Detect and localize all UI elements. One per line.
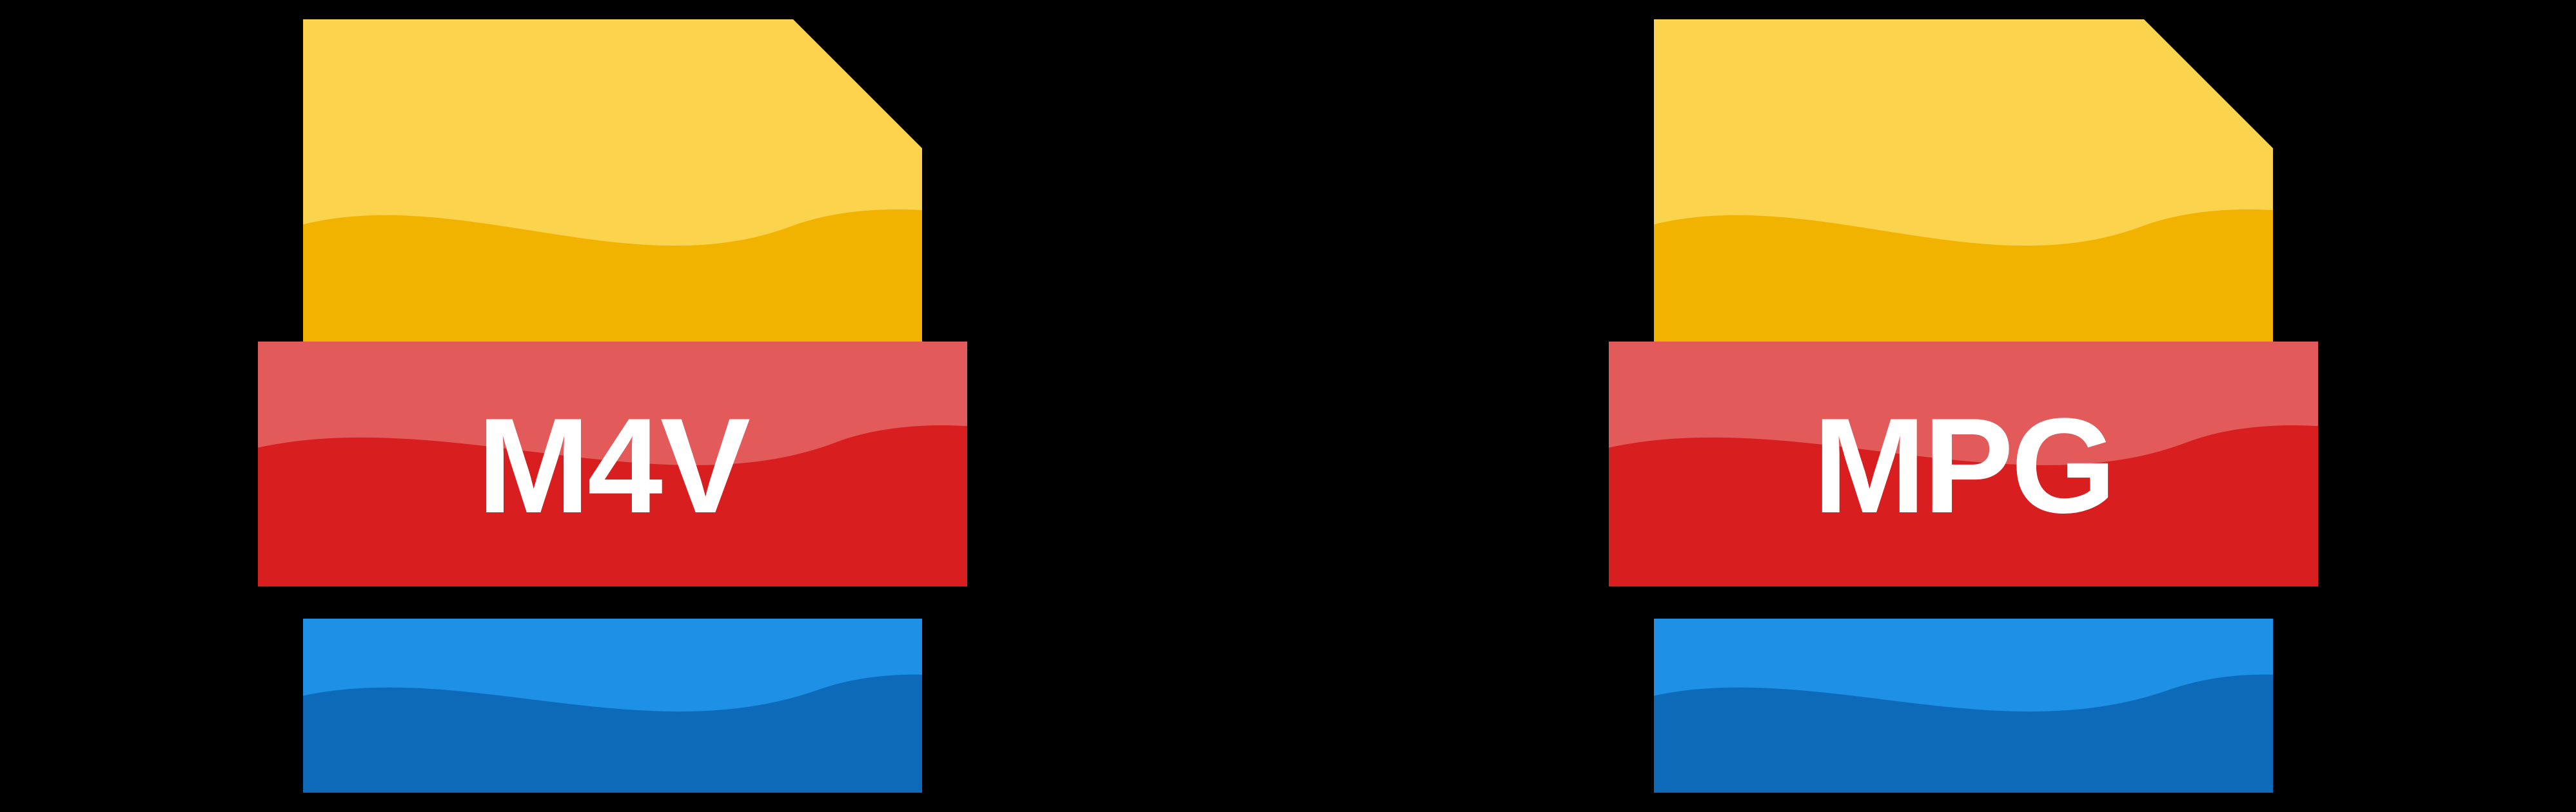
format-label-band: MPG (1609, 342, 2318, 586)
file-icon-m4v: M4V (303, 19, 922, 793)
file-icon-mpg: MPG (1654, 19, 2273, 793)
conversion-graphic: M4V MPG (0, 0, 2576, 812)
format-label-band: M4V (258, 342, 967, 586)
format-label-text: MPG (1609, 342, 2318, 586)
format-label-text: M4V (258, 342, 967, 586)
